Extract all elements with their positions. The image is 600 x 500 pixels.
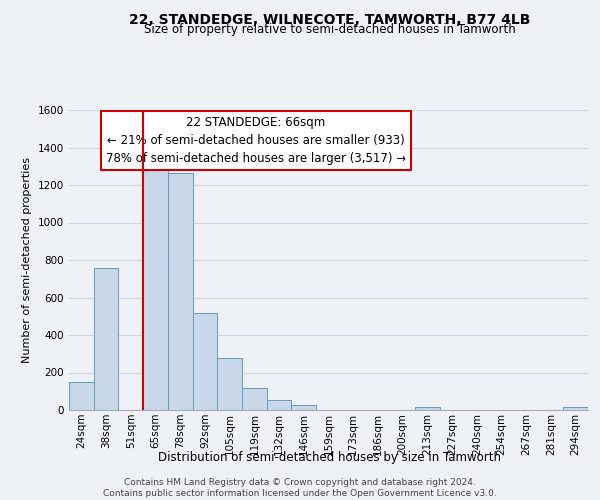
Bar [143,159,168,410]
Bar [69,382,94,410]
Text: Contains public sector information licensed under the Open Government Licence v3: Contains public sector information licen… [103,490,497,498]
Bar [267,400,292,410]
Bar [415,407,440,410]
Bar [168,173,193,410]
Text: 22 STANDEDGE: 66sqm
← 21% of semi-detached houses are smaller (933)
78% of semi-: 22 STANDEDGE: 66sqm ← 21% of semi-detach… [106,116,406,165]
Bar [217,358,242,410]
Bar [292,406,316,410]
Text: Contains HM Land Registry data © Crown copyright and database right 2024.: Contains HM Land Registry data © Crown c… [124,478,476,487]
Y-axis label: Number of semi-detached properties: Number of semi-detached properties [22,157,32,363]
Text: Size of property relative to semi-detached houses in Tamworth: Size of property relative to semi-detach… [144,22,516,36]
Bar [94,268,118,410]
Bar [563,407,588,410]
Bar [193,312,217,410]
Bar [242,388,267,410]
Text: 22, STANDEDGE, WILNECOTE, TAMWORTH, B77 4LB: 22, STANDEDGE, WILNECOTE, TAMWORTH, B77 … [130,12,530,26]
Text: Distribution of semi-detached houses by size in Tamworth: Distribution of semi-detached houses by … [158,451,502,464]
